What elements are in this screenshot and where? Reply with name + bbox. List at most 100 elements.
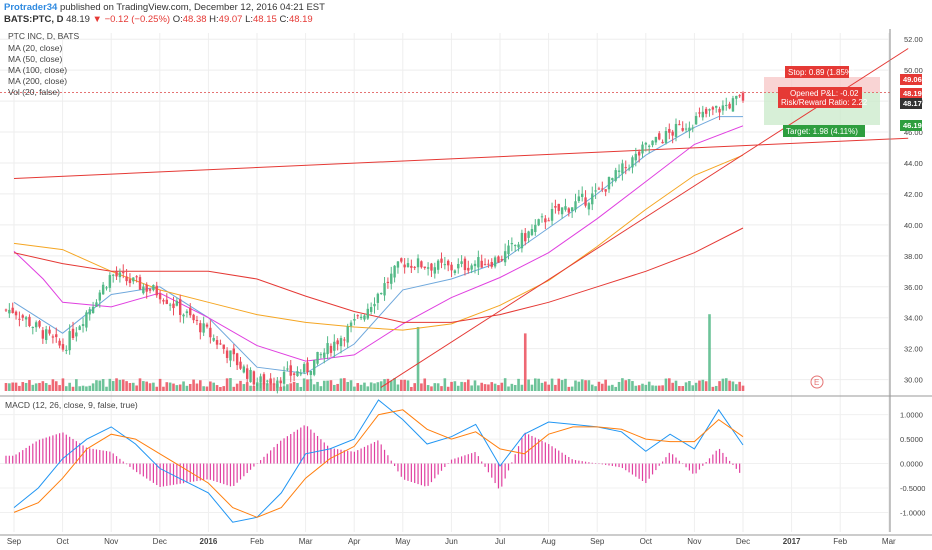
macd-histogram-bar [461,456,463,464]
macd-histogram-bar [541,440,543,464]
candle-body [45,329,48,341]
macd-histogram-bar [481,461,483,464]
macd-histogram-bar [169,463,171,486]
macd-histogram-bar [729,460,731,464]
macd-histogram-bar [253,463,255,467]
volume-bar [731,381,735,391]
macd-histogram-bar [239,463,242,480]
macd-histogram-bar [25,447,27,464]
candle-body [463,258,467,271]
candle-body [570,207,574,212]
volume-bar [523,333,527,391]
macd-histogram-bar [38,439,41,464]
candle-body [289,365,292,376]
volume-bar [537,378,540,391]
earnings-icon[interactable]: E [810,375,824,389]
volume-bar [142,381,145,391]
volume-bar [567,386,571,391]
macd-histogram-bar [166,463,168,486]
candle-body [359,316,363,319]
macd-histogram-bar [109,451,111,464]
x-tick-label: Dec [153,537,167,546]
volume-bar [245,382,249,391]
macd-histogram-bar [638,463,640,479]
candle-body [309,370,313,375]
macd-histogram-bar [544,442,546,464]
candle-body [480,260,483,268]
volume-bar [336,383,339,391]
volume-bar [379,381,383,391]
candle-body [470,265,473,270]
macd-histogram-bar [685,463,687,468]
badge-target: 46.19 [903,121,922,130]
macd-histogram-bar [182,463,185,484]
volume-bar [601,383,604,391]
candle-body [380,293,383,295]
macd-histogram-bar [514,454,516,464]
candle-body [225,350,229,358]
macd-histogram-bar [675,457,677,464]
macd-histogram-bar [601,463,603,465]
volume-bar [470,385,473,391]
macd-histogram-bar [82,445,84,464]
volume-bar [292,381,296,391]
candle-body [21,315,24,318]
macd-histogram-bar [615,463,617,467]
volume-bar [38,382,41,391]
macd-histogram-bar [608,463,610,466]
volume-bar [172,383,175,391]
volume-bar [611,384,614,391]
candle-body [587,203,591,210]
macd-histogram-bar [353,451,355,464]
macd-histogram-bar [528,434,530,464]
candle-body [91,306,95,314]
volume-bar [31,384,35,391]
macd-histogram-bar [327,445,329,464]
author-link[interactable]: Protrader34 [4,2,58,13]
volume-bar [701,379,705,391]
macd-histogram-bar [538,439,540,464]
x-tick-label: 2016 [200,537,218,546]
macd-histogram-bar [55,434,57,464]
volume-bar [534,378,537,391]
candle-body [698,112,701,114]
candle-body [393,265,396,278]
candle-body [61,344,65,350]
candle-body [292,373,296,375]
legend-ma100: MA (100, close) [8,65,67,75]
macd-histogram-bar [467,454,469,464]
y-tick-label: 50.00 [904,66,923,75]
volume-bar [426,385,430,391]
volume-bar [369,382,373,391]
volume-bar [155,386,159,391]
volume-bar [410,386,413,391]
candle-body [617,170,621,172]
candle-body [128,279,132,284]
svg-text:E: E [814,378,819,387]
macd-histogram-bar [179,463,181,484]
candle-body [326,343,329,355]
candle-body [78,326,81,330]
volume-bar [202,386,205,391]
macd-histogram-bar [581,461,583,464]
macd-histogram-bar [434,463,436,479]
candle-body [477,257,480,268]
macd-histogram-bar [290,434,292,464]
volume-bar [115,378,118,391]
volume-bar [714,385,718,391]
candle-body [433,267,436,274]
macd-histogram-bar [270,450,272,464]
volume-bar [436,383,440,391]
volume-bar [152,382,155,391]
macd-histogram-bar [172,463,175,485]
macd-histogram-bar [725,456,727,464]
volume-bar [132,382,135,391]
candle-body [343,339,346,341]
candle-body [634,153,637,161]
volume-bar [500,382,504,391]
volume-bar [252,386,256,391]
volume-bar [473,380,477,391]
macd-histogram-bar [712,454,714,464]
macd-histogram-bar [213,463,215,481]
